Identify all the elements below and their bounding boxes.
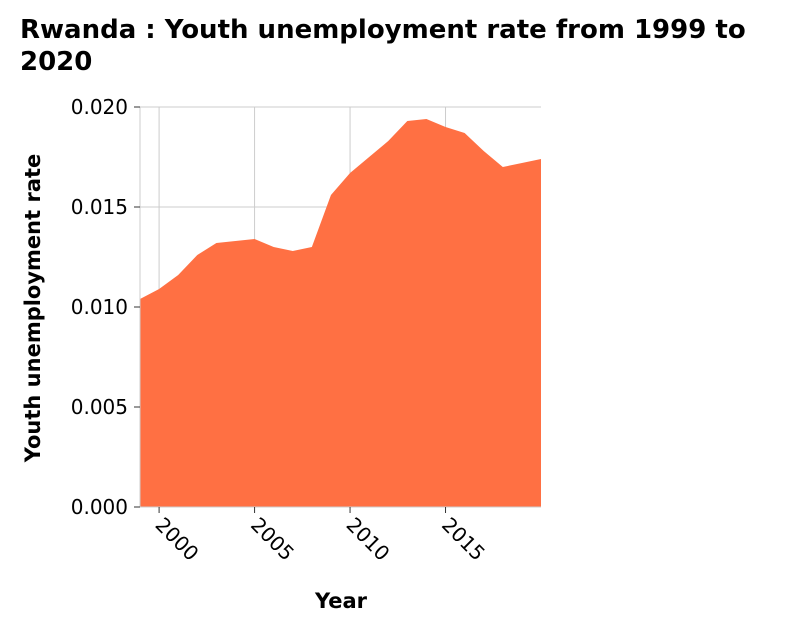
y-tick-label: 0.020 — [71, 95, 128, 119]
y-tick-label: 0.000 — [71, 495, 128, 519]
x-tick-label: 2000 — [151, 513, 204, 566]
x-axis-title: Year — [314, 589, 368, 613]
chart-title: Rwanda : Youth unemployment rate from 19… — [20, 15, 746, 77]
x-tick-label: 2005 — [246, 513, 299, 566]
x-tick-label: 2010 — [342, 513, 395, 566]
axes — [134, 106, 541, 513]
y-tick-label: 0.015 — [71, 195, 128, 219]
x-tick-label: 2015 — [437, 513, 490, 566]
area-series — [140, 119, 541, 507]
y-axis-title: Youth unemployment rate — [21, 154, 45, 464]
y-tick-label: 0.005 — [71, 395, 128, 419]
area-fill-series-0 — [140, 119, 541, 507]
y-tick-label: 0.010 — [71, 295, 128, 319]
